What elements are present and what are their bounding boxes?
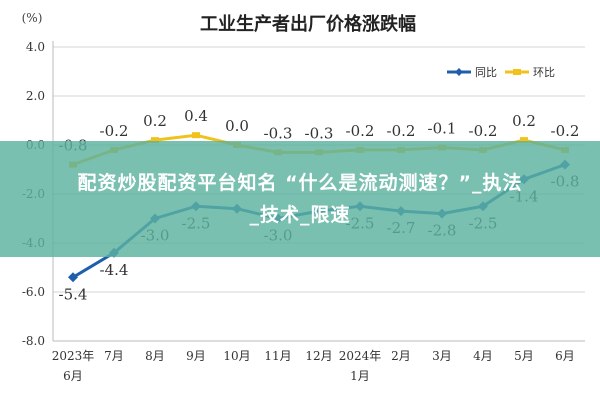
x-tick-label: 9月: [186, 349, 206, 363]
data-label: -0.2: [469, 122, 498, 140]
data-label: -0.2: [551, 122, 580, 140]
x-tick-label: 2024年: [339, 349, 382, 363]
data-label: -0.2: [100, 122, 129, 140]
data-label: -5.4: [59, 285, 88, 303]
data-label: 0.4: [184, 107, 208, 125]
data-label: -0.3: [305, 124, 334, 142]
legend-marker: [455, 68, 463, 76]
data-point: [192, 132, 200, 139]
x-tick-label: 7月: [104, 349, 124, 363]
y-tick-label: -8.0: [22, 334, 45, 348]
legend-label: 同比: [475, 66, 497, 79]
x-tick-label: 1月: [350, 369, 370, 383]
data-label: -4.4: [100, 261, 129, 279]
chart-title: 工业生产者出厂价格涨跌幅: [200, 13, 416, 35]
x-tick-label: 4月: [473, 349, 493, 363]
data-label: -0.2: [346, 122, 375, 140]
y-tick-label: -6.0: [22, 285, 45, 299]
x-tick-label: 8月: [145, 349, 165, 363]
y-axis-unit: (%): [22, 11, 43, 25]
x-tick-label: 6月: [555, 349, 575, 363]
x-tick-label: 3月: [432, 349, 452, 363]
legend-label: 环比: [533, 66, 555, 79]
data-point: [151, 137, 159, 144]
data-point: [520, 137, 528, 144]
data-label: -0.3: [264, 124, 293, 142]
overlay-text-line1: 配资炒股配资平台知名 “什么是流动测速？”_执法: [77, 172, 523, 194]
x-tick-label: 2月: [391, 349, 411, 363]
overlay-banner: 配资炒股配资平台知名 “什么是流动测速？”_执法 _技术_限速: [0, 141, 600, 257]
data-label: 0.2: [143, 112, 167, 130]
x-tick-label: 5月: [514, 349, 534, 363]
data-point: [68, 272, 78, 283]
data-label: 0.0: [225, 117, 249, 135]
y-tick-label: 4.0: [26, 40, 45, 54]
data-label: -0.1: [428, 119, 457, 137]
x-tick-label: 2023年: [52, 349, 95, 363]
x-tick-label: 6月: [63, 369, 83, 383]
legend-marker: [513, 69, 521, 75]
data-label: 0.2: [512, 112, 536, 130]
overlay-text-line2: _技术_限速: [249, 204, 351, 226]
x-tick-label: 11月: [264, 349, 291, 363]
x-tick-label: 12月: [305, 349, 332, 363]
y-tick-label: 2.0: [26, 89, 45, 103]
data-label: -0.2: [387, 122, 416, 140]
x-tick-label: 10月: [223, 349, 250, 363]
